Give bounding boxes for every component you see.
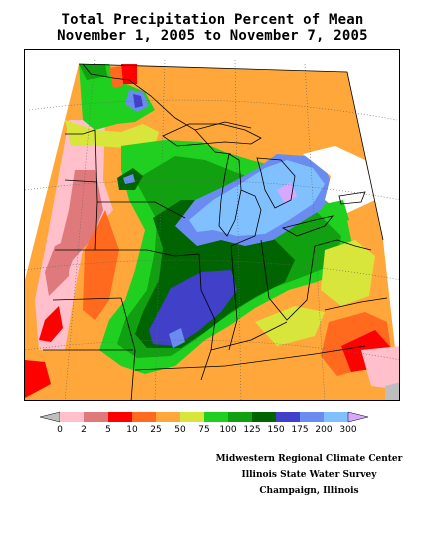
credit-survey: Illinois State Water Survey — [241, 470, 377, 480]
legend-colorbar — [40, 411, 369, 423]
legend-arrow-above — [347, 411, 369, 423]
zone-yellow-east2 — [255, 306, 325, 346]
zone-white-east — [303, 146, 375, 214]
map-title-line-1: Total Precipitation Percent of Mean — [61, 12, 364, 28]
legend-tick-label: 25 — [150, 425, 162, 435]
legend-swatch — [204, 412, 228, 422]
zone-red-sw — [25, 360, 51, 398]
legend-swatch — [84, 412, 108, 422]
legend-swatch — [156, 412, 180, 422]
legend-arrow-below — [40, 411, 61, 423]
credit-location: Champaign, Illinois — [259, 486, 359, 496]
zone-green-north — [79, 64, 155, 130]
legend-tick-label: 50 — [174, 425, 186, 435]
graticule — [25, 59, 399, 400]
legend-tick-label: 200 — [315, 425, 333, 435]
legend-swatch — [132, 412, 156, 422]
boundaries — [43, 63, 388, 400]
zone-orange-red-west — [83, 210, 119, 320]
legend-swatch — [228, 412, 252, 422]
legend-tick-label: 175 — [291, 425, 309, 435]
legend-tick-label: 75 — [198, 425, 210, 435]
legend-swatch — [276, 412, 300, 422]
zone-yellow-north — [65, 120, 159, 148]
zone-light-blue-lakes — [189, 160, 325, 236]
zone-orange-red-north — [109, 66, 123, 88]
zone-lavender-lakes — [277, 182, 297, 204]
zone-blue-island — [123, 174, 135, 184]
zone-rose-west2 — [45, 238, 71, 296]
zone-red-north — [121, 64, 137, 84]
legend-tick-label: 10 — [126, 425, 138, 435]
zone-yellow-east — [321, 240, 375, 306]
legend-tick-label: 150 — [267, 425, 285, 435]
precipitation-map-graphic — [25, 50, 399, 400]
map-title-line-2: November 1, 2005 to November 7, 2005 — [57, 28, 368, 44]
legend-swatch — [60, 412, 84, 422]
legend-swatch — [252, 412, 276, 422]
zone-blue-central — [169, 328, 185, 348]
legend-tick-label: 2 — [81, 425, 87, 435]
legend-tick-label: 125 — [243, 425, 261, 435]
legend-tick-label: 5 — [105, 425, 111, 435]
zone-grey-se — [385, 382, 399, 400]
credit-organization: Midwestern Regional Climate Center — [215, 454, 403, 464]
zone-red-west — [39, 306, 63, 342]
legend-tick-label: 0 — [57, 425, 63, 435]
legend-swatch — [180, 412, 204, 422]
legend-tick-label: 100 — [219, 425, 237, 435]
zone-navy-central — [149, 270, 237, 346]
legend-swatch — [108, 412, 132, 422]
zone-pink-se — [361, 346, 399, 390]
zone-green-east — [325, 200, 349, 226]
legend-swatch — [300, 412, 324, 422]
legend-tick-label: 300 — [339, 425, 357, 435]
precipitation-map — [24, 49, 400, 401]
legend-swatch — [324, 412, 348, 422]
zone-navy-north — [133, 94, 143, 108]
